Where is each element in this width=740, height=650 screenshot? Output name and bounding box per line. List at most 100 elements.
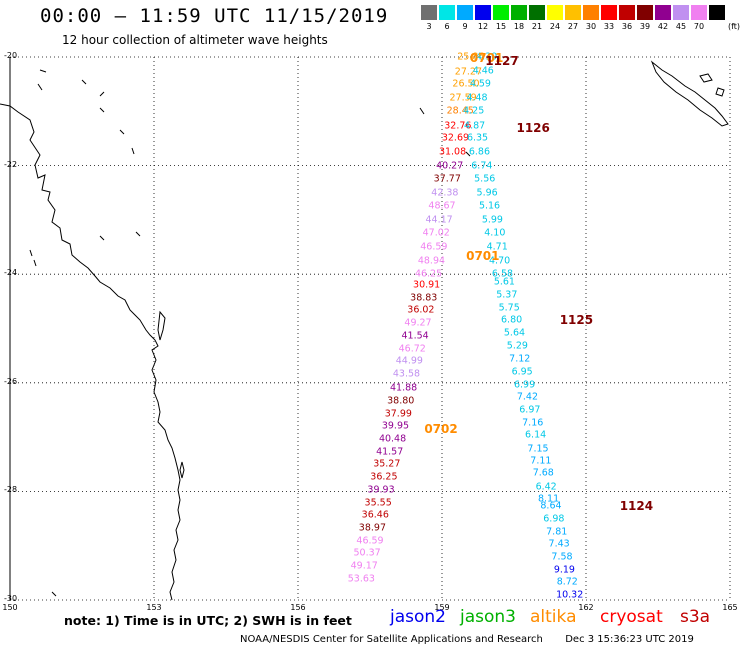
wave-height-value: 25.86	[457, 51, 485, 63]
track-time-label: 1127	[485, 53, 519, 68]
scale-swatch	[583, 5, 599, 20]
latitude-label: -22	[4, 159, 18, 169]
scale-swatch	[511, 5, 527, 20]
wave-height-value: 4.25	[463, 105, 485, 117]
scale-swatch	[547, 5, 563, 20]
wave-height-value: 39.93	[367, 484, 395, 496]
wave-height-value: 4.46	[472, 65, 494, 77]
longitude-label: 162	[578, 603, 594, 612]
wave-height-value: 32.69	[441, 132, 470, 144]
scale-label: 9	[462, 22, 468, 31]
scale-swatch	[673, 5, 689, 20]
wave-height-value: 7.58	[551, 551, 573, 563]
wave-height-value: 46.25	[414, 268, 443, 280]
scale-swatch	[655, 5, 671, 20]
wave-height-value: 8.11	[537, 493, 560, 505]
wave-height-value: 37.99	[384, 408, 412, 420]
satellite-legend-jason2: jason2	[390, 607, 446, 627]
page-title: 00:00 – 11:59 UTC 11/15/2019	[40, 5, 389, 27]
map-grid	[9, 56, 731, 601]
wave-height-value: 37.77	[433, 173, 461, 185]
wave-height-value: 41.57	[376, 446, 404, 458]
wave-height-value: 4.30	[476, 51, 498, 63]
scale-label: 33	[603, 22, 615, 31]
scale-label: 21	[531, 22, 543, 31]
wave-height-value: 7.81	[546, 526, 568, 538]
wave-height-value: 7.42	[516, 391, 539, 403]
scale-label: 6	[444, 22, 450, 31]
wave-height-value: 7.16	[522, 417, 544, 429]
scale-label: 30	[585, 22, 597, 31]
wave-height-value: 9.19	[553, 564, 575, 576]
wave-height-value: 46.59	[420, 241, 448, 253]
wave-height-value: 4.71	[486, 241, 508, 253]
longitude-label: 159	[434, 603, 450, 612]
wave-height-value: 5.29	[506, 340, 528, 352]
wave-height-value: 44.99	[395, 355, 423, 367]
wave-height-value: 5.37	[496, 289, 518, 301]
wave-height-value: 41.54	[401, 330, 429, 342]
wave-height-value: 7.12	[509, 353, 531, 365]
wave-height-value: 4.59	[469, 78, 491, 90]
scale-swatch	[421, 5, 437, 20]
track-time-label: 1125	[559, 313, 594, 328]
wave-height-value: 7.68	[532, 467, 554, 479]
wave-height-value: 35.27	[373, 458, 401, 470]
scale-label: 42	[657, 22, 669, 31]
wave-height-value: 4.70	[489, 255, 511, 267]
satellite-legend-altika: altika	[530, 607, 577, 627]
wave-height-value: 32.76	[444, 120, 472, 132]
page-subtitle: 12 hour collection of altimeter wave hei…	[62, 33, 328, 47]
satellite-legend-cryosat: cryosat	[600, 607, 663, 627]
wave-height-value: 6.58	[491, 268, 514, 280]
satellite-legend-jason3: jason3	[460, 607, 516, 627]
latitude-label: -20	[4, 51, 18, 60]
longitude-label: 165	[722, 603, 738, 612]
wave-height-value: 5.96	[476, 187, 498, 199]
scale-label: 70	[693, 22, 705, 31]
scale-swatch	[601, 5, 617, 20]
wave-height-value: 49.27	[404, 317, 432, 329]
wave-height-value: 6.97	[519, 404, 541, 416]
scale-swatch	[691, 5, 707, 20]
wave-height-value: 5.56	[474, 173, 496, 185]
scale-label: 18	[513, 22, 525, 31]
wave-height-value: 30.91	[413, 279, 441, 291]
wave-height-value: 35.55	[364, 497, 392, 509]
coastline	[0, 60, 729, 601]
wave-height-value: 7.11	[530, 455, 552, 467]
wave-height-value: 5.99	[481, 214, 503, 226]
wave-height-value: 6.14	[525, 429, 547, 441]
latitude-label: -28	[4, 485, 18, 495]
reef-islands	[29, 69, 471, 597]
australia-coastline	[0, 103, 181, 601]
scale-label: 15	[495, 22, 507, 31]
scale-unit: (ft)	[727, 22, 740, 31]
scale-label: 3	[426, 22, 432, 31]
wave-height-value: 41.88	[389, 382, 418, 394]
wave-height-value: 48.67	[428, 200, 456, 212]
wave-height-value: 4.48	[466, 92, 488, 104]
scale-swatch	[457, 5, 473, 20]
track-time-label: 0701	[466, 249, 500, 264]
wave-height-value: 36.25	[370, 471, 398, 483]
scale-label: 27	[567, 22, 579, 31]
footer: NOAA/NESDIS Center for Satellite Applica…	[240, 634, 694, 645]
wave-height-value: 7.15	[527, 443, 549, 454]
wave-height-value: 31.08	[438, 146, 467, 158]
wave-height-value: 49.17	[350, 560, 378, 572]
wave-height-value: 46.59	[356, 535, 384, 547]
scale-swatch	[709, 5, 725, 20]
wave-height-value: 8.72	[556, 576, 578, 588]
wave-height-value: 44.17	[425, 214, 453, 226]
scale-label: 24	[549, 22, 561, 31]
wave-height-value: 4.10	[484, 227, 506, 239]
wave-height-value: 42.38	[431, 187, 459, 199]
wave-height-value: 6.98	[543, 513, 565, 525]
longitude-label: 153	[146, 603, 162, 612]
wave-height-value: 6.80	[501, 314, 523, 326]
wave-height-value: 36.02	[407, 304, 435, 316]
moreton-island	[179, 461, 185, 479]
wave-height-value: 38.97	[358, 522, 386, 534]
scale-swatch	[637, 5, 653, 20]
